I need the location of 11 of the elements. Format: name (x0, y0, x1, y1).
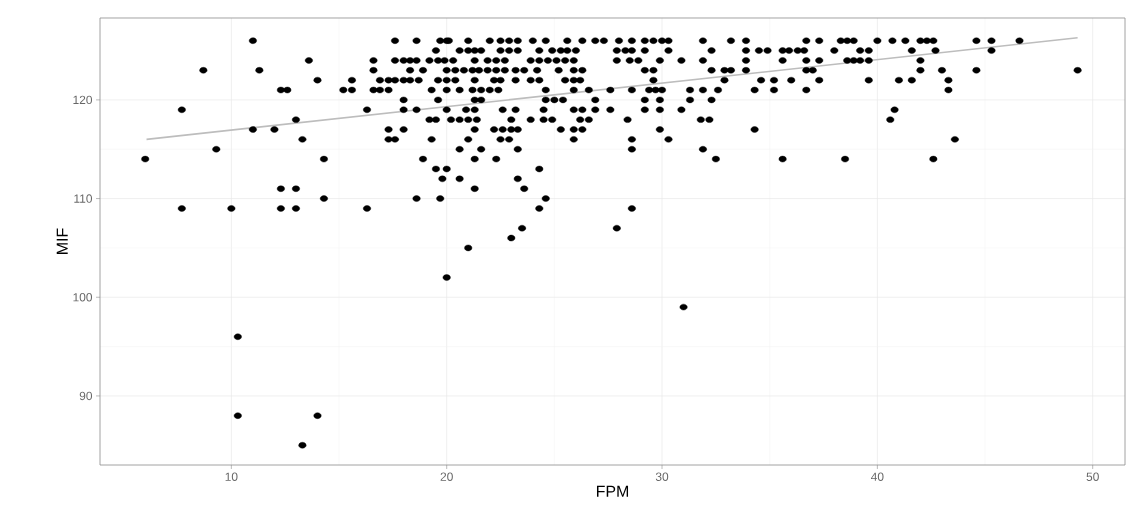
y-tick-label: 90 (79, 391, 93, 401)
y-tick-label: 100 (73, 293, 93, 302)
y-tick-label: 120 (73, 95, 93, 105)
x-tick-label: 40 (871, 472, 884, 481)
x-tick-label: 30 (655, 472, 669, 481)
x-tick-label: 20 (440, 472, 453, 481)
x-tick-label: 50 (1086, 472, 1099, 481)
x-axis-title: FPM (596, 485, 629, 497)
y-axis-title: MIF (56, 228, 68, 254)
x-tick-label: 10 (225, 472, 238, 481)
y-tick-label: 110 (74, 194, 93, 203)
